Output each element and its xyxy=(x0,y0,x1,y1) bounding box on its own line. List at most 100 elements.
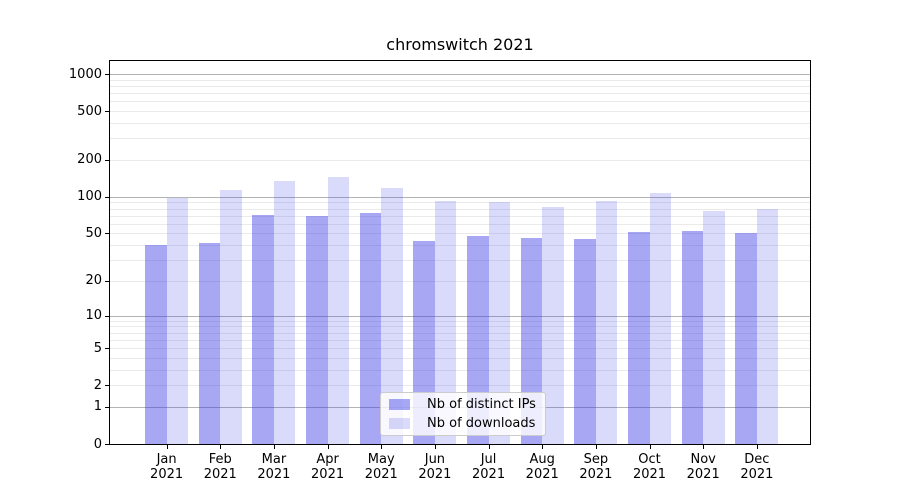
x-tick-label-sep: Sep 2021 xyxy=(579,452,613,482)
y-tick-label: 500 xyxy=(77,103,102,119)
legend-label-distinct-ips: Nb of distinct IPs xyxy=(427,397,536,412)
bar-downloads-may xyxy=(381,187,403,444)
bar-distinct-ips-jul xyxy=(467,235,489,444)
bar-distinct-ips-nov xyxy=(681,231,704,444)
y-tick-mark xyxy=(105,406,109,408)
x-tick-label-may: May 2021 xyxy=(364,452,398,482)
bar-downloads-oct xyxy=(649,193,672,444)
minor-gridline xyxy=(110,93,810,95)
y-tick-label: 200 xyxy=(77,152,102,168)
minor-gridline xyxy=(110,159,810,161)
y-tick-mark xyxy=(105,280,109,282)
y-tick-label: 1000 xyxy=(68,66,102,82)
minor-gridline xyxy=(110,101,810,103)
legend-swatch-distinct-ips-icon xyxy=(389,399,410,410)
bar-distinct-ips-oct xyxy=(628,232,650,444)
y-tick-label: 50 xyxy=(85,225,102,241)
minor-gridline xyxy=(110,369,810,371)
x-tick-mark xyxy=(703,445,705,449)
x-tick-label-dec: Dec 2021 xyxy=(740,452,774,482)
x-tick-label-nov: Nov 2021 xyxy=(686,452,720,482)
bar-downloads-nov xyxy=(703,211,725,444)
minor-gridline xyxy=(110,320,810,322)
bar-downloads-mar xyxy=(273,181,296,444)
bar-downloads-jan xyxy=(166,198,189,444)
minor-gridline xyxy=(110,122,810,124)
bar-downloads-dec xyxy=(756,209,779,444)
bar-downloads-aug xyxy=(542,206,564,444)
x-tick-label-aug: Aug 2021 xyxy=(525,452,559,482)
x-tick-mark xyxy=(756,445,758,449)
minor-gridline xyxy=(110,202,810,204)
legend-swatch-downloads-icon xyxy=(389,418,410,429)
bar-distinct-ips-may xyxy=(359,213,382,444)
x-tick-label-mar: Mar 2021 xyxy=(257,452,291,482)
minor-gridline xyxy=(110,357,810,359)
minor-gridline xyxy=(110,138,810,140)
minor-gridline xyxy=(110,85,810,87)
y-tick-label: 2 xyxy=(93,377,102,393)
y-tick-mark xyxy=(105,315,109,317)
x-tick-mark xyxy=(166,445,168,449)
minor-gridline xyxy=(110,245,810,247)
minor-gridline xyxy=(110,233,810,235)
y-tick-label: 20 xyxy=(85,273,102,289)
y-tick-mark xyxy=(105,111,109,113)
y-tick-mark xyxy=(105,74,109,75)
minor-gridline xyxy=(110,79,810,81)
x-tick-label-jan: Jan 2021 xyxy=(150,452,184,482)
legend: Nb of distinct IPs Nb of downloads xyxy=(380,392,546,436)
y-tick-mark xyxy=(105,385,109,387)
bar-downloads-jun xyxy=(434,201,457,444)
legend-item-distinct-ips: Nb of distinct IPs xyxy=(387,397,539,412)
x-tick-mark xyxy=(488,445,490,449)
minor-gridline xyxy=(110,223,810,225)
legend-label-downloads: Nb of downloads xyxy=(427,416,536,431)
x-tick-mark xyxy=(381,445,383,449)
plot-area xyxy=(109,60,811,445)
major-gridline xyxy=(110,196,810,198)
bar-distinct-ips-sep xyxy=(574,238,596,444)
minor-gridline xyxy=(110,208,810,210)
y-tick-mark xyxy=(105,348,109,350)
x-tick-label-oct: Oct 2021 xyxy=(632,452,667,482)
x-tick-mark xyxy=(542,445,544,449)
y-tick-label: 100 xyxy=(77,189,102,205)
y-tick-mark xyxy=(105,196,109,198)
major-gridline xyxy=(110,315,810,317)
y-tick-label: 0 xyxy=(93,436,102,452)
legend-item-downloads: Nb of downloads xyxy=(387,416,539,431)
bar-downloads-sep xyxy=(595,201,618,444)
chart-title: chromswitch 2021 xyxy=(386,35,534,54)
bar-distinct-ips-apr xyxy=(306,215,328,444)
y-tick-label: 5 xyxy=(93,340,102,356)
minor-gridline xyxy=(110,348,810,350)
bar-downloads-jul xyxy=(488,201,511,444)
x-tick-mark xyxy=(327,445,329,449)
minor-gridline xyxy=(110,385,810,387)
minor-gridline xyxy=(110,326,810,328)
x-tick-mark xyxy=(595,445,597,449)
minor-gridline xyxy=(110,280,810,282)
y-tick-mark xyxy=(105,444,109,445)
y-tick-label: 10 xyxy=(85,308,102,324)
minor-gridline xyxy=(110,215,810,217)
x-tick-mark xyxy=(649,445,651,449)
bar-downloads-apr xyxy=(327,177,350,444)
x-tick-label-apr: Apr 2021 xyxy=(311,452,345,482)
x-tick-mark xyxy=(273,445,275,449)
bar-downloads-feb xyxy=(220,189,242,444)
minor-gridline xyxy=(110,339,810,341)
y-tick-label: 1 xyxy=(93,399,102,415)
bar-distinct-ips-dec xyxy=(735,233,757,444)
minor-gridline xyxy=(110,111,810,113)
bar-distinct-ips-feb xyxy=(198,242,221,444)
bar-distinct-ips-mar xyxy=(252,214,274,444)
x-tick-mark xyxy=(220,445,222,449)
x-tick-label-feb: Feb 2021 xyxy=(203,452,237,482)
y-tick-mark xyxy=(105,159,109,161)
y-tick-mark xyxy=(105,233,109,235)
x-tick-label-jul: Jul 2021 xyxy=(472,452,506,482)
major-gridline xyxy=(110,74,810,75)
